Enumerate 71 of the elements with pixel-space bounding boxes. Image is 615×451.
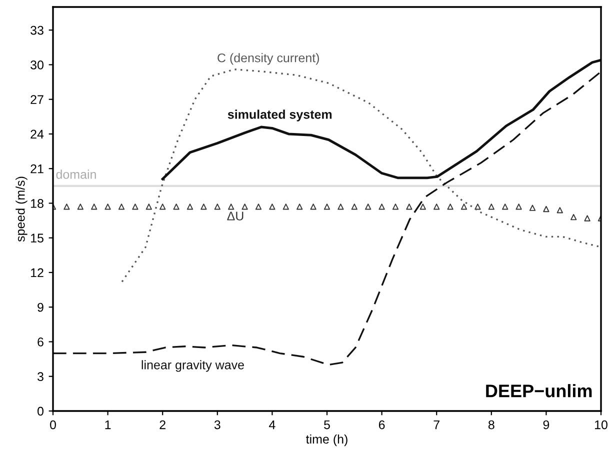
- point: [146, 204, 152, 210]
- y-tick-label: 6: [38, 338, 44, 346]
- point: [502, 204, 508, 210]
- point: [77, 204, 84, 210]
- y-tick-label: 24: [30, 130, 44, 138]
- point: [324, 204, 330, 210]
- point: [556, 207, 563, 214]
- point: [118, 204, 125, 210]
- x-tick-label: 10: [595, 420, 608, 430]
- point: [282, 204, 289, 210]
- y-tick-label: 12: [31, 268, 44, 278]
- y-tick-label: 0: [38, 406, 44, 416]
- y-axis-title: speed (m/s): [16, 176, 28, 242]
- point: [488, 204, 494, 210]
- ref-line-label: domain: [56, 170, 96, 179]
- y-tick-label: 30: [30, 60, 44, 70]
- point: [543, 206, 550, 212]
- point: [228, 204, 234, 210]
- x-tick-label: 8: [488, 420, 494, 430]
- x-tick-label: 7: [434, 420, 440, 430]
- x-tick-label: 9: [543, 420, 550, 430]
- y-tick-label: 18: [31, 199, 44, 208]
- point: [242, 204, 248, 210]
- y-tick-label: 21: [30, 164, 44, 174]
- point: [420, 204, 426, 210]
- point: [529, 204, 536, 211]
- x-tick-label: 5: [324, 420, 330, 430]
- point: [338, 204, 344, 210]
- point: [255, 204, 262, 210]
- series-label: ΔU: [227, 212, 244, 220]
- point: [392, 204, 399, 210]
- x-tick-label: 4: [269, 420, 276, 430]
- x-tick-label: 6: [378, 420, 385, 430]
- series-label: linear gravity wave: [142, 360, 244, 372]
- point: [406, 204, 412, 210]
- y-tick-label: 33: [30, 26, 44, 35]
- point: [269, 204, 276, 210]
- point: [434, 204, 440, 210]
- line-series: [121, 68, 601, 283]
- y-tick-label: 15: [31, 234, 44, 243]
- point: [378, 204, 385, 210]
- point: [132, 204, 138, 210]
- annotation: DEEP−unlim: [486, 384, 592, 398]
- series-label: C (density current): [218, 53, 319, 65]
- point: [474, 204, 481, 210]
- point: [186, 204, 194, 210]
- point: [91, 204, 98, 210]
- point: [365, 204, 372, 210]
- y-tick-label: 27: [30, 95, 44, 104]
- point: [296, 204, 303, 210]
- point: [160, 204, 166, 210]
- x-tick-label: 1: [105, 420, 111, 430]
- point: [310, 204, 316, 210]
- series-label: simulated system: [228, 110, 332, 122]
- point: [64, 204, 70, 210]
- x-axis-title: time (h): [306, 434, 348, 446]
- point: [460, 204, 468, 210]
- point: [516, 204, 522, 210]
- point: [584, 215, 590, 222]
- point: [447, 204, 454, 210]
- point: [214, 204, 220, 210]
- y-tick-label: 3: [38, 372, 44, 382]
- x-tick-label: 3: [214, 420, 220, 430]
- point: [173, 204, 180, 210]
- point: [200, 204, 207, 210]
- point: [570, 214, 577, 220]
- x-tick-label: 0: [50, 420, 56, 430]
- x-tick-label: 2: [160, 420, 166, 430]
- point: [351, 204, 358, 210]
- point: [104, 204, 111, 210]
- y-tick-label: 9: [38, 302, 44, 312]
